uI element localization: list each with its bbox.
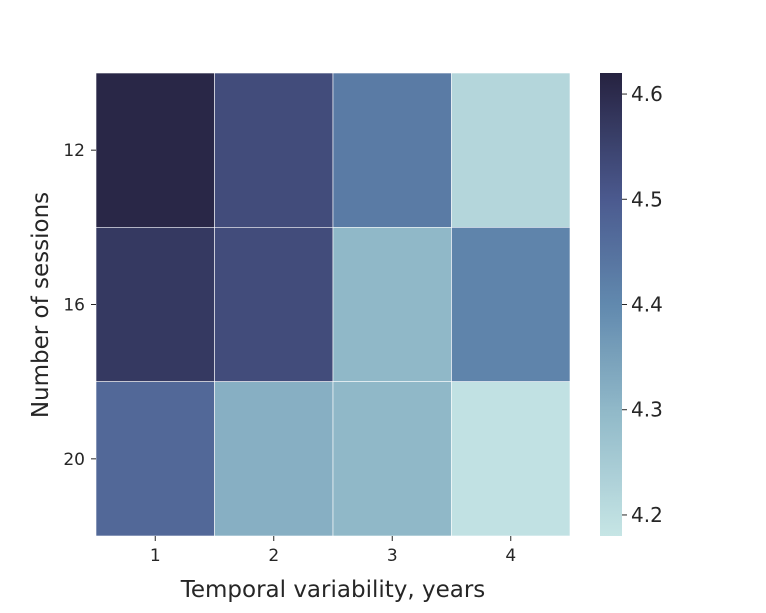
y-tick-label: 12 (63, 141, 85, 161)
heatmap-cell (214, 72, 334, 228)
colorbar-tick-label: 4.5 (631, 187, 663, 211)
heatmap-cells (95, 72, 571, 537)
heatmap-cell (214, 381, 334, 537)
heatmap-cell (95, 72, 215, 228)
heatmap-cell (451, 381, 571, 537)
x-tick-label: 3 (387, 546, 398, 566)
colorbar-ticks: 4.2 4.3 4.4 4.5 4.6 (622, 82, 663, 527)
colorbar-tick-label: 4.4 (631, 293, 663, 317)
x-tick-label: 1 (150, 546, 161, 566)
colorbar-tick-label: 4.2 (631, 503, 663, 527)
colorbar-tick-label: 4.3 (631, 398, 663, 422)
x-tick-label: 2 (268, 546, 279, 566)
heatmap-cell (95, 227, 215, 382)
y-tick-label: 16 (63, 296, 85, 316)
heatmap-cell (451, 72, 571, 228)
x-tick-label: 4 (505, 546, 516, 566)
heatmap-cell (214, 227, 334, 382)
x-axis-label: Temporal variability, years (180, 577, 486, 603)
colorbar (600, 73, 622, 536)
heatmap-cell (332, 381, 452, 537)
y-axis-label: Number of sessions (28, 192, 54, 418)
heatmap-cell (451, 227, 571, 382)
x-axis-ticks: 1 2 3 4 (150, 536, 516, 566)
heatmap-cell (332, 227, 452, 382)
y-tick-label: 20 (63, 450, 85, 470)
y-axis-ticks: 12 16 20 (63, 141, 96, 470)
heatmap-cell (95, 381, 215, 537)
colorbar-tick-label: 4.6 (631, 82, 663, 106)
heatmap-cell (332, 72, 452, 228)
